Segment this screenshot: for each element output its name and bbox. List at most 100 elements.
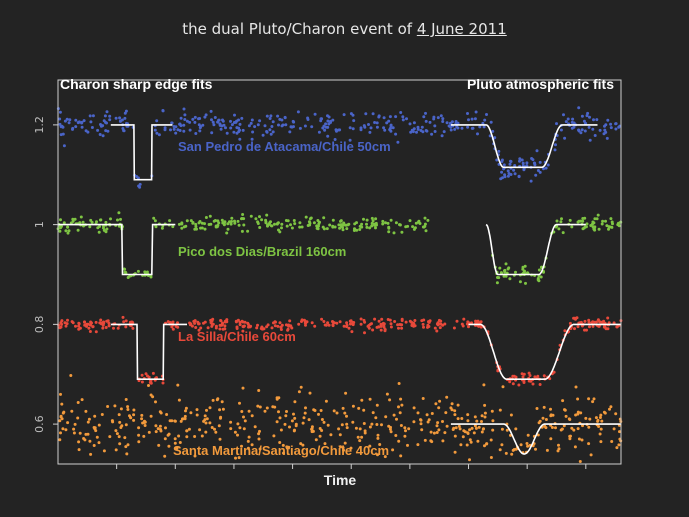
fit-curve-charon-1	[58, 223, 176, 276]
data-point	[536, 433, 540, 437]
data-point	[434, 402, 438, 406]
data-point	[307, 418, 311, 422]
data-point	[89, 321, 93, 325]
data-point	[178, 129, 182, 132]
data-point	[87, 417, 91, 421]
data-point	[149, 414, 153, 418]
data-point	[163, 454, 167, 458]
data-point	[275, 397, 279, 401]
data-point	[240, 444, 243, 448]
data-point	[341, 446, 345, 450]
data-point	[508, 162, 512, 166]
data-point	[504, 451, 508, 455]
data-point	[477, 324, 481, 328]
data-point	[455, 319, 459, 323]
data-point	[307, 220, 311, 224]
data-point	[144, 372, 148, 376]
data-point	[574, 385, 578, 389]
data-point	[504, 262, 508, 266]
data-point	[587, 125, 591, 129]
data-point	[511, 374, 515, 378]
data-point	[368, 226, 372, 230]
data-point	[577, 129, 581, 133]
data-point	[401, 115, 405, 119]
data-point	[521, 164, 525, 168]
data-point	[549, 407, 552, 411]
data-point	[264, 218, 268, 222]
data-point	[450, 408, 454, 412]
data-point	[182, 129, 186, 133]
data-point	[536, 374, 540, 378]
data-point	[477, 425, 481, 429]
data-point	[415, 130, 418, 134]
data-point	[408, 319, 412, 323]
data-point	[60, 402, 64, 406]
data-point	[479, 320, 483, 324]
data-point	[289, 324, 293, 328]
data-point	[401, 118, 405, 122]
data-point	[440, 134, 444, 138]
data-point	[128, 414, 131, 418]
data-point	[270, 125, 274, 128]
data-point	[437, 428, 441, 432]
data-point	[277, 410, 280, 414]
data-point	[462, 317, 466, 321]
data-point	[470, 126, 474, 130]
data-point	[268, 128, 272, 132]
data-point	[394, 115, 398, 119]
data-point	[400, 403, 404, 407]
data-point	[236, 433, 239, 437]
data-point	[559, 220, 563, 224]
data-point	[270, 326, 274, 330]
series-points-0	[56, 106, 622, 189]
data-point	[536, 277, 540, 280]
data-point	[258, 119, 262, 123]
data-point	[517, 383, 521, 387]
data-point	[326, 119, 330, 123]
data-point	[408, 219, 412, 223]
data-point	[241, 325, 245, 328]
data-point	[275, 420, 279, 424]
data-point	[615, 446, 619, 450]
data-point	[271, 120, 275, 124]
data-point	[185, 219, 189, 223]
data-point	[105, 110, 109, 114]
data-point	[400, 326, 404, 330]
data-point	[297, 322, 301, 326]
data-point	[533, 163, 537, 167]
data-point	[551, 413, 555, 417]
data-point	[503, 270, 507, 274]
data-point	[310, 125, 314, 129]
data-point	[61, 427, 65, 431]
y-tick-label: 1.2	[33, 116, 46, 134]
data-point	[126, 408, 130, 411]
data-point	[203, 320, 207, 324]
data-point	[198, 117, 202, 120]
data-point	[172, 127, 176, 131]
data-point	[256, 323, 259, 327]
data-point	[66, 231, 70, 235]
data-point	[416, 125, 420, 129]
data-point	[124, 319, 128, 323]
data-point	[193, 115, 197, 119]
data-point	[344, 223, 348, 227]
data-point	[269, 132, 273, 136]
data-point	[356, 435, 360, 439]
data-point	[257, 389, 261, 392]
data-point	[218, 323, 222, 327]
data-point	[380, 317, 384, 321]
data-point	[241, 128, 245, 132]
data-point	[522, 372, 526, 376]
data-point	[389, 123, 393, 127]
data-point	[273, 320, 277, 324]
data-point	[453, 450, 457, 454]
data-point	[422, 115, 426, 119]
data-point	[300, 225, 304, 229]
data-point	[491, 419, 495, 423]
data-point	[466, 112, 469, 115]
data-point	[425, 413, 429, 417]
data-point	[430, 132, 434, 136]
data-point	[612, 427, 616, 431]
data-point	[482, 125, 486, 129]
data-point	[298, 126, 302, 130]
